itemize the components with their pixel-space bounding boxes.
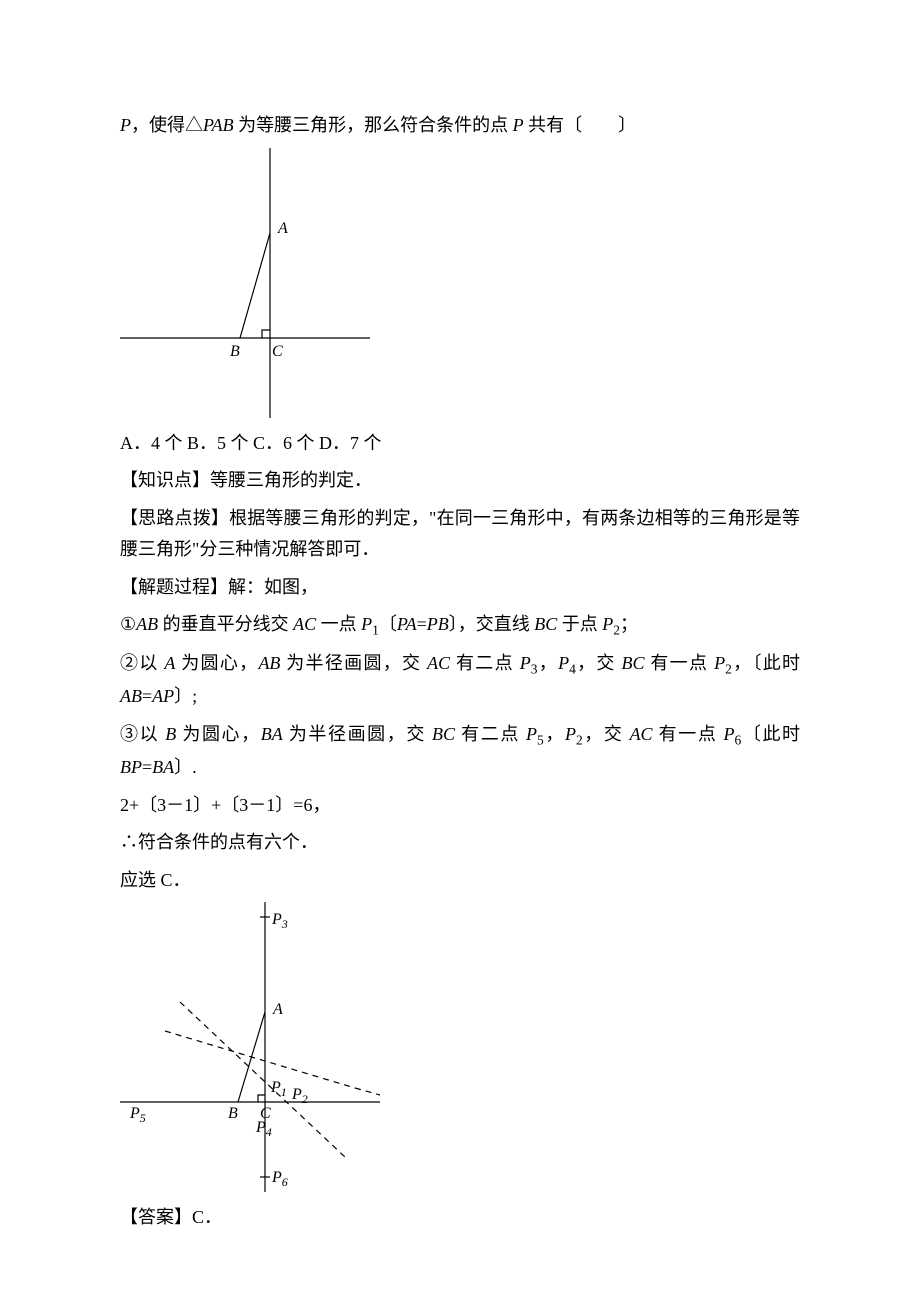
label-C: C: [272, 343, 283, 360]
label-P2: P2: [291, 1086, 308, 1106]
label-P6: P6: [271, 1169, 288, 1189]
answer-text: C．: [192, 1207, 222, 1227]
conclusion-line: ∴符合条件的点有六个．: [120, 827, 800, 859]
figure-2: A B C P1 P2 P3 P4 P5 P6: [120, 902, 800, 1192]
label-P1: P1: [270, 1079, 287, 1099]
label-B: B: [230, 343, 240, 360]
label-A: A: [277, 220, 288, 237]
options-line: A．4 个 B．5 个 C．6 个 D．7 个: [120, 428, 800, 460]
knowledge-text: 等腰三角形的判定．: [210, 470, 372, 490]
knowledge-line: 【知识点】等腰三角形的判定．: [120, 465, 800, 497]
figure-2-svg: A B C P1 P2 P3 P4 P5 P6: [120, 902, 380, 1192]
knowledge-label: 【知识点】: [120, 470, 210, 490]
label-A2: A: [272, 1001, 283, 1018]
label-P4: P4: [255, 1119, 272, 1139]
figure-1-svg: A B C: [120, 148, 370, 418]
step-1: ①AB 的垂直平分线交 AC 一点 P1〔PA=PB〕，交直线 BC 于点 P2…: [120, 609, 800, 642]
answer-line: 【答案】C．: [120, 1202, 800, 1234]
label-P3: P3: [271, 911, 288, 931]
label-P5: P5: [129, 1105, 146, 1125]
calc-line: 2+〔3－1〕+〔3－1〕=6，: [120, 790, 800, 822]
figure-1: A B C: [120, 148, 800, 418]
step-2: ②以 A 为圆心，AB 为半径画圆，交 AC 有二点 P3，P4，交 BC 有一…: [120, 648, 800, 713]
hint-label: 【思路点拨】: [120, 508, 229, 528]
label-B2: B: [228, 1105, 238, 1122]
answer-label: 【答案】: [120, 1207, 192, 1227]
process-line: 【解题过程】解：如图，: [120, 572, 800, 604]
choice-line: 应选 C．: [120, 865, 800, 897]
hint-line: 【思路点拨】根据等腰三角形的判定，"在同一三角形中，有两条边相等的三角形是等腰三…: [120, 503, 800, 566]
step-3: ③以 B 为圆心，BA 为半径画圆，交 BC 有二点 P5，P2，交 AC 有一…: [120, 719, 800, 784]
question-stem: P，使得△PAB 为等腰三角形，那么符合条件的点 P 共有〔 〕: [120, 110, 800, 142]
process-label: 【解题过程】: [120, 577, 228, 597]
process-text: 解：如图，: [228, 577, 318, 597]
var-P: P: [120, 115, 131, 135]
